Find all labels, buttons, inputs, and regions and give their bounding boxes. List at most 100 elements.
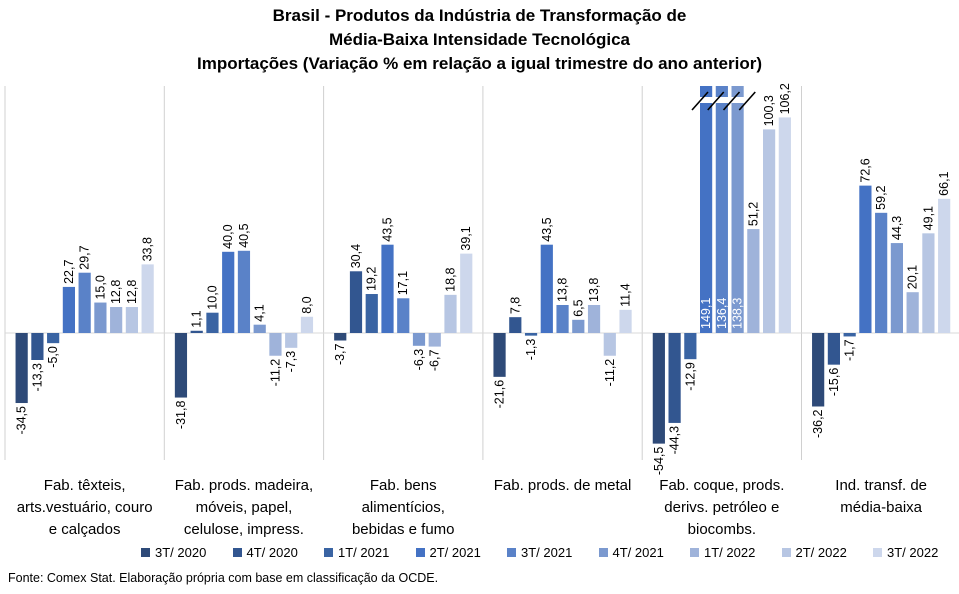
bar (812, 333, 825, 407)
data-label: 138,3 (731, 298, 745, 329)
bar (31, 333, 44, 360)
bar (334, 333, 347, 341)
bar (747, 229, 760, 333)
bar (668, 333, 681, 423)
data-label: -6,3 (412, 349, 426, 371)
data-label: 43,5 (540, 217, 554, 241)
bar (94, 302, 107, 333)
bar (190, 330, 203, 333)
category-label: móveis, papel, (196, 499, 293, 516)
data-label: 4,1 (253, 304, 267, 321)
bar (62, 286, 75, 333)
legend-swatch (324, 548, 333, 557)
legend-item: 3T/ 2020 (141, 545, 206, 560)
data-label: -7,3 (284, 351, 298, 373)
bar (652, 333, 665, 444)
bar (540, 244, 553, 333)
category-label: alimentícios, (362, 499, 445, 516)
legend-label: 1T/ 2021 (338, 545, 390, 560)
axis-break-mark (738, 91, 756, 111)
bar (110, 307, 123, 333)
data-label: 7,8 (508, 297, 522, 314)
data-label: 51,2 (746, 202, 760, 226)
legend-label: 3T/ 2021 (521, 545, 573, 560)
data-label: -5,0 (46, 346, 60, 368)
legend-label: 3T/ 2022 (887, 545, 939, 560)
legend-item: 4T/ 2020 (232, 545, 298, 560)
legend-label: 3T/ 2020 (155, 545, 207, 560)
data-label: 12,8 (125, 280, 139, 304)
data-label: -13,3 (30, 363, 44, 392)
bar (269, 333, 282, 356)
legend-item: 4T/ 2021 (598, 545, 664, 560)
legend-swatch (141, 548, 150, 557)
axis-break-gap (698, 97, 715, 103)
category-label: Fab. têxteis, (44, 477, 126, 494)
axis-break-mark (707, 91, 725, 111)
category-label: bebidas e fumo (352, 521, 455, 538)
bar (174, 333, 188, 398)
data-label: 11,4 (619, 283, 633, 306)
legend-swatch (232, 548, 242, 557)
chart-title-line-3: Importações (Variação % em relação a igu… (197, 54, 762, 73)
category-label: derivs. petróleo e (664, 499, 779, 516)
bar (15, 333, 28, 404)
category-label: média-baixa (840, 499, 922, 516)
data-label: 136,4 (715, 298, 729, 329)
data-label: 49,1 (921, 206, 935, 230)
bar (684, 333, 697, 360)
legend-swatch (690, 548, 699, 557)
category-label: Fab. coque, prods. (659, 477, 784, 494)
category-label: e calçados (49, 521, 121, 538)
data-label: -1,7 (843, 339, 857, 361)
category-label: Ind. transf. de (835, 477, 927, 494)
legend-swatch (507, 548, 516, 557)
bar (938, 198, 951, 333)
bar (524, 333, 538, 336)
bar (253, 324, 266, 333)
bar (47, 333, 60, 344)
bar (843, 333, 856, 337)
legend-swatch (598, 548, 608, 557)
data-label: 59,2 (874, 185, 888, 209)
category-label: Fab. prods. de metal (494, 477, 632, 494)
legend-label: 2T/ 2022 (795, 545, 847, 560)
data-label: -6,7 (428, 350, 442, 372)
bar (572, 319, 585, 333)
data-label: 33,8 (141, 237, 155, 261)
bar (587, 304, 601, 333)
bar (509, 317, 522, 333)
axis-break-gap (729, 97, 746, 103)
category-label: arts.vestuário, couro (17, 499, 153, 516)
data-label: 22,7 (62, 260, 76, 284)
axis-break-gap (713, 97, 730, 103)
legend-label: 1T/ 2022 (704, 545, 756, 560)
bar (890, 243, 903, 333)
source-note: Fonte: Comex Stat. Elaboração própria co… (8, 571, 439, 585)
data-label: 39,1 (459, 226, 473, 250)
bar (715, 86, 728, 333)
data-label: 13,8 (556, 278, 570, 302)
legend-item: 3T/ 2022 (873, 545, 938, 560)
bar (365, 294, 378, 333)
bar (78, 272, 91, 333)
data-label: 44,3 (890, 216, 904, 240)
bar (285, 333, 298, 348)
data-label: 43,5 (381, 217, 395, 241)
bar (460, 253, 473, 333)
data-label: 18,8 (444, 267, 458, 291)
legend-label: 4T/ 2021 (612, 545, 664, 560)
legend-swatch (415, 548, 425, 557)
data-label: 100,3 (762, 95, 776, 126)
bar (412, 333, 426, 346)
bar (300, 316, 314, 333)
data-label: -36,2 (811, 409, 825, 438)
data-label: 149,1 (699, 298, 713, 329)
data-label: 30,4 (349, 244, 363, 268)
data-label: 29,7 (78, 245, 92, 269)
category-label: Fab. prods. madeira, (175, 477, 313, 494)
data-label: -3,7 (333, 343, 347, 365)
bar (859, 185, 872, 333)
bar (397, 298, 410, 333)
data-label: -44,3 (668, 426, 682, 455)
